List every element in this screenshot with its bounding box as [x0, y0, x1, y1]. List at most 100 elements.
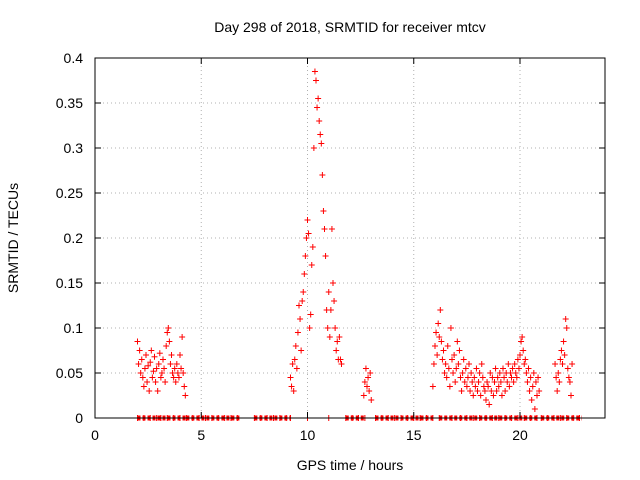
data-point-marker	[432, 343, 438, 349]
x-tick-label: 15	[406, 427, 422, 443]
data-point-marker	[510, 379, 517, 385]
data-point-marker	[569, 361, 576, 367]
data-point-marker	[481, 388, 488, 394]
data-point-marker	[302, 253, 309, 259]
data-point-marker	[145, 362, 152, 369]
data-point-marker	[518, 338, 525, 345]
data-point-marker	[319, 172, 326, 178]
data-point-marker	[163, 343, 170, 349]
data-point-marker	[305, 230, 312, 237]
data-point-marker	[321, 226, 328, 232]
data-point-marker	[444, 343, 451, 349]
data-point-marker	[554, 388, 561, 394]
x-tick-label: 20	[512, 427, 528, 443]
data-point-marker	[316, 118, 323, 124]
data-point-marker	[524, 379, 531, 385]
data-point-marker	[300, 289, 307, 295]
data-point-marker	[178, 365, 185, 372]
data-point-marker	[452, 379, 459, 385]
data-point-marker	[529, 383, 536, 390]
data-point-marker	[490, 392, 497, 399]
data-point-marker	[496, 370, 503, 376]
data-point-marker	[456, 347, 463, 354]
data-point-marker	[430, 361, 437, 367]
data-point-marker	[471, 374, 478, 381]
data-point-marker	[513, 374, 520, 381]
data-point-marker	[562, 316, 569, 322]
data-point-marker	[445, 365, 452, 372]
data-point-marker	[148, 347, 155, 354]
data-point-marker	[565, 374, 572, 381]
data-point-marker	[139, 374, 146, 381]
data-point-marker	[152, 379, 159, 385]
data-point-marker	[520, 347, 527, 354]
data-point-marker	[442, 361, 449, 367]
y-tick-label: 0.15	[56, 275, 83, 291]
data-point-marker	[497, 379, 504, 385]
data-point-marker	[288, 383, 295, 390]
data-point-marker	[475, 379, 482, 385]
data-point-marker	[531, 406, 538, 412]
data-point-marker	[296, 302, 302, 309]
x-tick-label: 10	[300, 427, 316, 443]
data-point-marker	[461, 379, 468, 385]
data-point-marker	[301, 271, 308, 277]
data-point-marker	[523, 370, 530, 376]
data-point-marker	[336, 334, 343, 340]
data-point-marker	[314, 104, 321, 111]
data-point-marker	[528, 397, 535, 403]
data-point-marker	[136, 347, 143, 354]
data-point-marker	[563, 325, 570, 331]
data-point-marker	[317, 131, 324, 138]
data-point-marker	[332, 325, 339, 331]
data-point-marker	[328, 226, 335, 232]
data-point-marker	[304, 217, 311, 223]
data-point-marker	[330, 280, 336, 286]
data-point-marker	[310, 145, 317, 151]
data-point-marker	[530, 370, 537, 376]
data-point-marker	[326, 334, 333, 340]
data-point-marker	[171, 365, 178, 372]
data-point-marker	[435, 320, 442, 327]
data-point-marker	[511, 361, 518, 367]
data-point-marker	[532, 379, 539, 385]
data-point-marker	[443, 374, 450, 381]
data-point-marker	[333, 347, 340, 354]
data-point-marker	[449, 356, 455, 363]
data-point-marker	[324, 325, 331, 331]
y-tick-label: 0.2	[64, 230, 84, 246]
data-point-marker	[536, 388, 543, 394]
data-point-marker	[290, 388, 297, 394]
data-point-marker	[553, 374, 560, 381]
data-point-marker	[162, 379, 169, 385]
data-point-marker	[172, 379, 179, 385]
data-point-marker	[534, 392, 540, 399]
data-point-marker	[158, 370, 165, 376]
data-point-marker	[166, 338, 173, 345]
data-point-marker	[150, 368, 157, 375]
data-point-marker	[367, 370, 374, 376]
data-point-marker	[559, 361, 566, 367]
data-point-marker	[489, 374, 496, 381]
data-point-marker	[474, 388, 481, 394]
data-point-marker	[149, 374, 156, 381]
data-point-marker	[502, 388, 509, 394]
data-point-marker	[437, 307, 444, 313]
data-point-marker	[454, 338, 461, 345]
data-point-marker	[486, 401, 493, 408]
data-point-marker	[463, 383, 470, 390]
data-point-marker	[436, 334, 443, 340]
data-point-marker	[338, 361, 345, 367]
data-point-marker	[506, 383, 513, 390]
y-tick-label: 0.05	[56, 365, 83, 381]
data-point-marker	[498, 392, 505, 399]
y-tick-label: 0.35	[56, 95, 83, 111]
y-axis-label: SRMTID / TECUs	[5, 183, 21, 293]
data-point-marker	[297, 316, 304, 322]
data-point-marker	[138, 356, 145, 363]
data-point-marker	[525, 365, 532, 372]
data-point-marker	[438, 338, 445, 345]
data-point-marker	[457, 374, 464, 381]
